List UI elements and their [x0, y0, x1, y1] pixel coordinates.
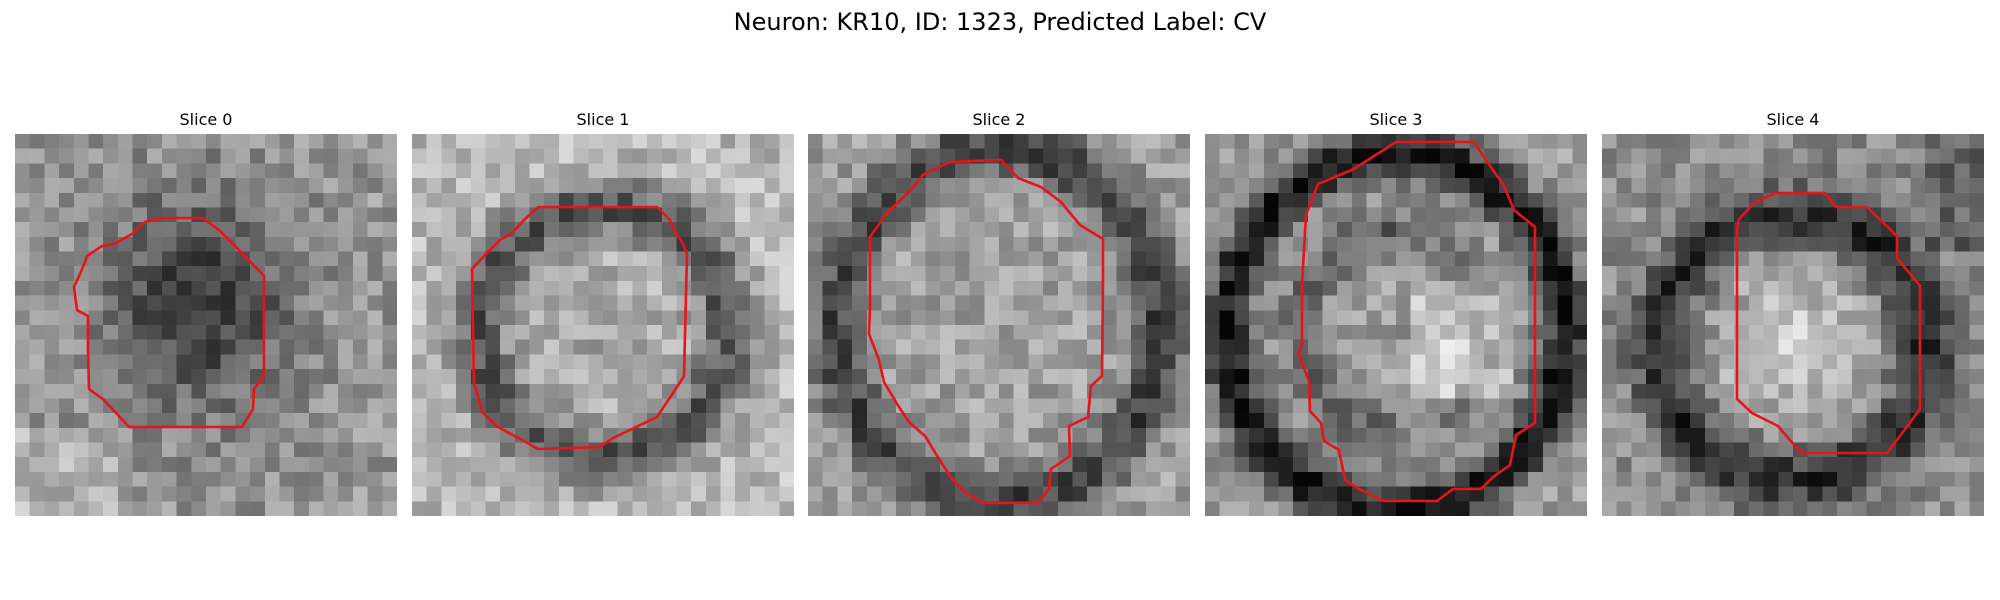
slice-panel-4: Slice 4	[1602, 108, 1984, 518]
pixel-grid	[15, 134, 397, 516]
slice-panel-0: Slice 0	[15, 108, 397, 518]
pixel-grid	[1205, 134, 1587, 516]
roi-outline	[867, 158, 1105, 505]
roi-outline	[470, 205, 689, 451]
slice-panel-1: Slice 1	[412, 108, 794, 518]
slice-title: Slice 3	[1369, 110, 1423, 129]
slice-title: Slice 1	[576, 110, 630, 129]
slice-title: Slice 0	[179, 110, 233, 129]
pixel-grid	[1602, 134, 1984, 516]
slice-image-0	[15, 134, 397, 516]
pixel-grid	[412, 134, 794, 516]
figure-title: Neuron: KR10, ID: 1323, Predicted Label:…	[733, 8, 1267, 36]
pixel-grid	[808, 134, 1190, 516]
roi-outline	[72, 216, 266, 429]
slice-panel-2: Slice 2	[808, 108, 1190, 518]
slice-panel-3: Slice 3	[1205, 108, 1587, 518]
roi-outline	[1297, 140, 1537, 503]
slice-image-1	[412, 134, 794, 516]
roi-outline	[1735, 191, 1922, 455]
slice-image-3	[1205, 134, 1587, 516]
slice-image-4	[1602, 134, 1984, 516]
slice-title: Slice 2	[972, 110, 1026, 129]
slice-title: Slice 4	[1766, 110, 1820, 129]
slice-image-2	[808, 134, 1190, 516]
